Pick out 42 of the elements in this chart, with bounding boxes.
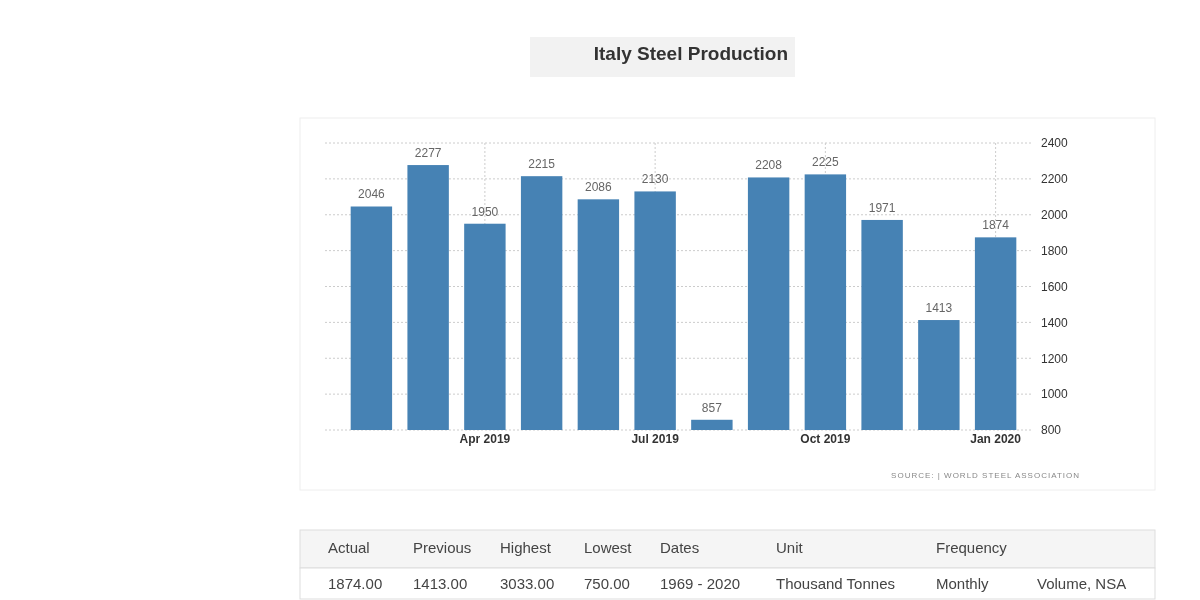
text: 1969 - 2020 — [660, 575, 741, 592]
y-tick-label: 1600 — [1041, 279, 1069, 294]
data-label: 2130 — [641, 172, 669, 187]
y-tick-label: 2400 — [1041, 136, 1069, 151]
y-tick-label: 1000 — [1041, 387, 1069, 402]
data-label: 2208 — [755, 158, 783, 173]
y-tick-label: 1400 — [1041, 315, 1069, 330]
data-label: 1874 — [982, 218, 1010, 233]
data-label: 2086 — [585, 180, 613, 195]
y-tick-label: 1800 — [1041, 243, 1069, 258]
text: Actual — [328, 539, 370, 556]
text: Frequency — [936, 539, 1008, 556]
text: Monthly — [936, 575, 990, 592]
data-label: 2277 — [414, 146, 442, 161]
x-tick-label: Jul 2019 — [631, 432, 680, 446]
data-label: 1950 — [471, 204, 499, 219]
text: Thousand Tonnes — [776, 575, 895, 592]
x-tick-label: Oct 2019 — [800, 432, 851, 446]
text: 750.00 — [584, 575, 630, 592]
text: 1413.00 — [413, 575, 468, 592]
data-label: 1413 — [925, 301, 953, 316]
y-tick-label: 2000 — [1041, 208, 1069, 223]
data-label: 2046 — [358, 187, 386, 202]
text: Volume, NSA — [1037, 575, 1127, 592]
y-tick-label: 800 — [1041, 423, 1062, 438]
y-tick-label: 2200 — [1041, 172, 1069, 187]
text: Previous — [413, 539, 472, 556]
data-label: 1971 — [868, 200, 896, 215]
data-label: 2215 — [528, 157, 556, 172]
chart-title: Italy Steel Production — [593, 43, 788, 64]
x-tick-label: Jan 2020 — [970, 432, 1022, 446]
y-tick-label: 1200 — [1041, 351, 1069, 366]
data-label: 857 — [701, 400, 723, 415]
text: 1874.00 — [328, 575, 383, 592]
source-note: SOURCE: | WORLD STEEL ASSOCIATION — [891, 471, 1080, 480]
text: 3033.00 — [500, 575, 555, 592]
x-tick-label: Apr 2019 — [459, 432, 511, 446]
text: Highest — [500, 539, 552, 556]
text: Lowest — [584, 539, 633, 556]
data-label: 2225 — [812, 155, 840, 170]
text: Unit — [776, 539, 804, 556]
text: Dates — [660, 539, 700, 556]
